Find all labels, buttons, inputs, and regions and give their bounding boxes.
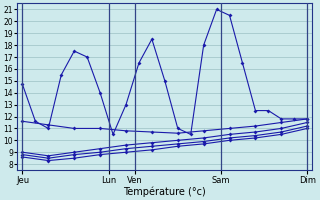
X-axis label: Température (°c): Température (°c) [124,186,206,197]
